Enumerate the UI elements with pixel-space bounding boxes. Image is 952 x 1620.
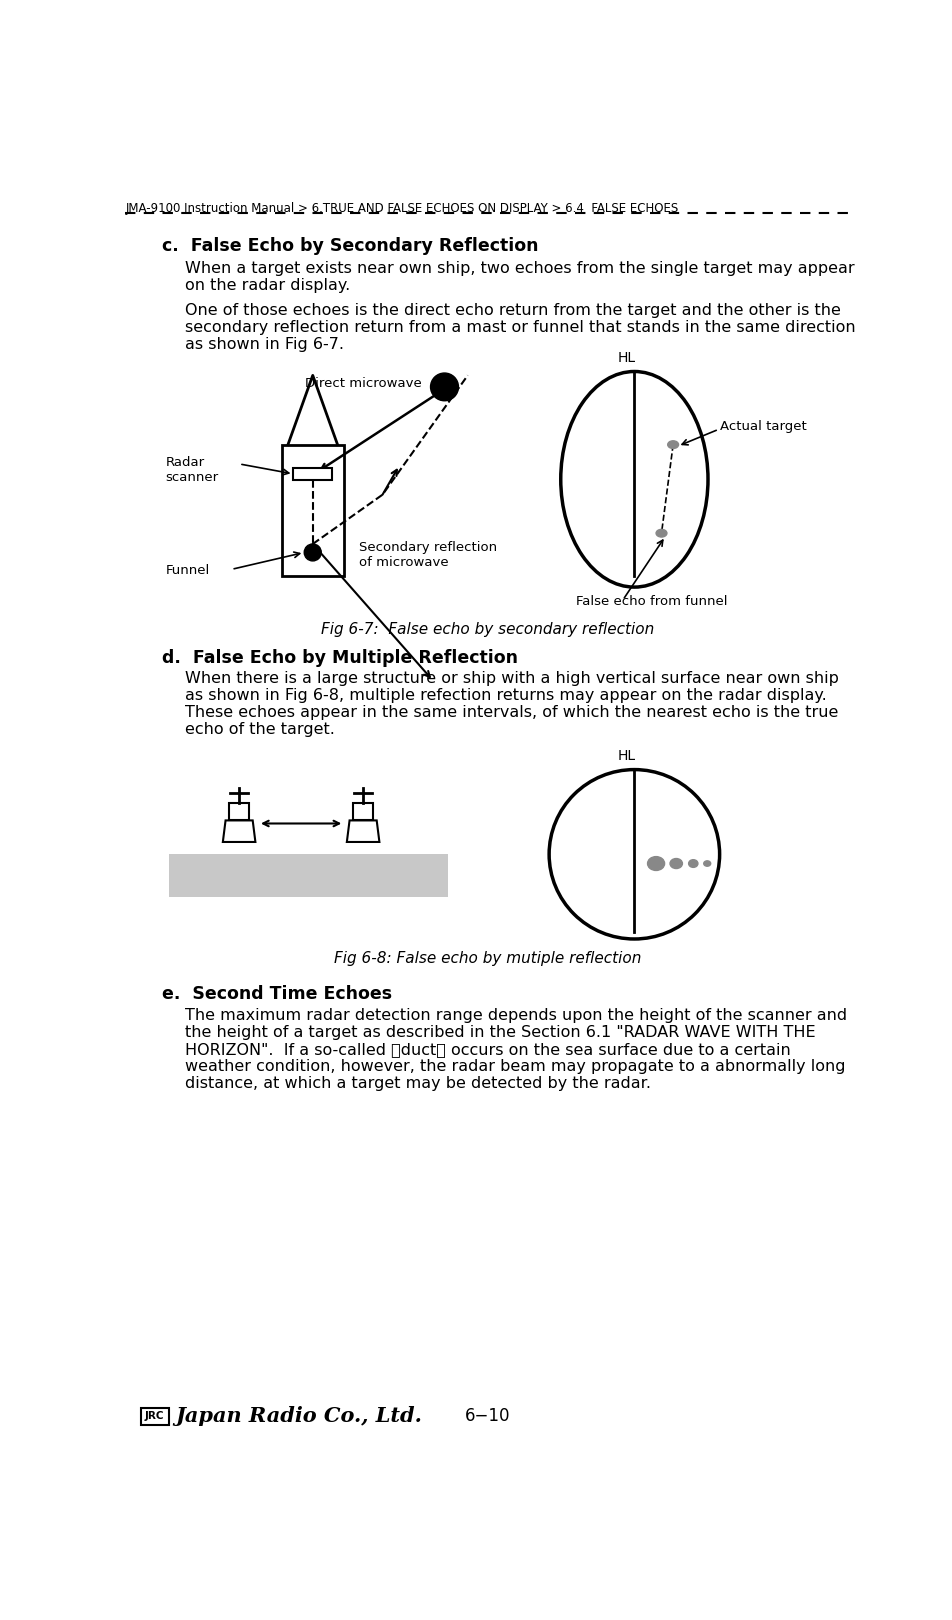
Text: The maximum radar detection range depends upon the height of the scanner and: The maximum radar detection range depend…: [185, 1008, 847, 1024]
Text: When a target exists near own ship, two echoes from the single target may appear: When a target exists near own ship, two …: [185, 261, 855, 277]
Text: echo of the target.: echo of the target.: [185, 723, 335, 737]
Text: as shown in Fig 6-8, multiple refection returns may appear on the radar display.: as shown in Fig 6-8, multiple refection …: [185, 688, 826, 703]
Text: weather condition, however, the radar beam may propagate to a abnormally long: weather condition, however, the radar be…: [185, 1059, 845, 1074]
Text: One of those echoes is the direct echo return from the target and the other is t: One of those echoes is the direct echo r…: [185, 303, 841, 318]
Text: Secondary reflection
of microwave: Secondary reflection of microwave: [359, 541, 497, 569]
Text: False echo from funnel: False echo from funnel: [576, 595, 727, 608]
Bar: [229, 804, 248, 820]
Ellipse shape: [688, 860, 698, 867]
Text: as shown in Fig 6-7.: as shown in Fig 6-7.: [185, 337, 344, 352]
Text: Direct microwave: Direct microwave: [305, 377, 422, 390]
Text: HORIZON".  If a so-called 「duct」 occurs on the sea surface due to a certain: HORIZON". If a so-called 「duct」 occurs o…: [185, 1042, 790, 1058]
Circle shape: [430, 373, 459, 400]
Text: These echoes appear in the same intervals, of which the nearest echo is the true: These echoes appear in the same interval…: [185, 705, 839, 719]
Text: Actual target: Actual target: [720, 420, 806, 433]
Text: distance, at which a target may be detected by the radar.: distance, at which a target may be detec…: [185, 1076, 651, 1090]
Text: secondary reflection return from a mast or funnel that stands in the same direct: secondary reflection return from a mast …: [185, 319, 856, 335]
Text: d.  False Echo by Multiple Reflection: d. False Echo by Multiple Reflection: [162, 650, 518, 667]
Text: Fig 6-8: False echo by mutiple reflection: Fig 6-8: False echo by mutiple reflectio…: [334, 951, 642, 966]
Ellipse shape: [704, 860, 711, 867]
Text: JRC: JRC: [145, 1411, 165, 1421]
Text: Radar
scanner: Radar scanner: [166, 457, 219, 484]
Bar: [293, 468, 332, 480]
Bar: [282, 444, 344, 575]
Polygon shape: [347, 820, 380, 842]
Text: Funnel: Funnel: [166, 564, 209, 577]
Text: HL: HL: [617, 750, 635, 763]
Text: HL: HL: [617, 352, 635, 366]
Bar: [353, 804, 373, 820]
Ellipse shape: [667, 441, 679, 449]
Ellipse shape: [656, 530, 667, 538]
Text: Fig 6-7:  False echo by secondary reflection: Fig 6-7: False echo by secondary reflect…: [321, 622, 655, 637]
Text: c.  False Echo by Secondary Reflection: c. False Echo by Secondary Reflection: [162, 237, 538, 254]
Text: on the radar display.: on the radar display.: [185, 279, 350, 293]
FancyBboxPatch shape: [141, 1408, 169, 1426]
Text: 6−10: 6−10: [466, 1408, 510, 1426]
Text: JMA-9100 Instruction Manual > 6.TRUE AND FALSE ECHOES ON DISPLAY > 6.4  FALSE EC: JMA-9100 Instruction Manual > 6.TRUE AND…: [126, 202, 679, 215]
Circle shape: [305, 544, 321, 561]
Ellipse shape: [647, 857, 664, 870]
Text: e.  Second Time Echoes: e. Second Time Echoes: [162, 985, 392, 1003]
Text: When there is a large structure or ship with a high vertical surface near own sh: When there is a large structure or ship …: [185, 671, 839, 685]
Bar: [169, 854, 448, 896]
Text: the height of a target as described in the Section 6.1 "RADAR WAVE WITH THE: the height of a target as described in t…: [185, 1025, 816, 1040]
Polygon shape: [223, 820, 255, 842]
Ellipse shape: [670, 859, 683, 868]
Text: Japan Radio Co., Ltd.: Japan Radio Co., Ltd.: [175, 1406, 422, 1426]
